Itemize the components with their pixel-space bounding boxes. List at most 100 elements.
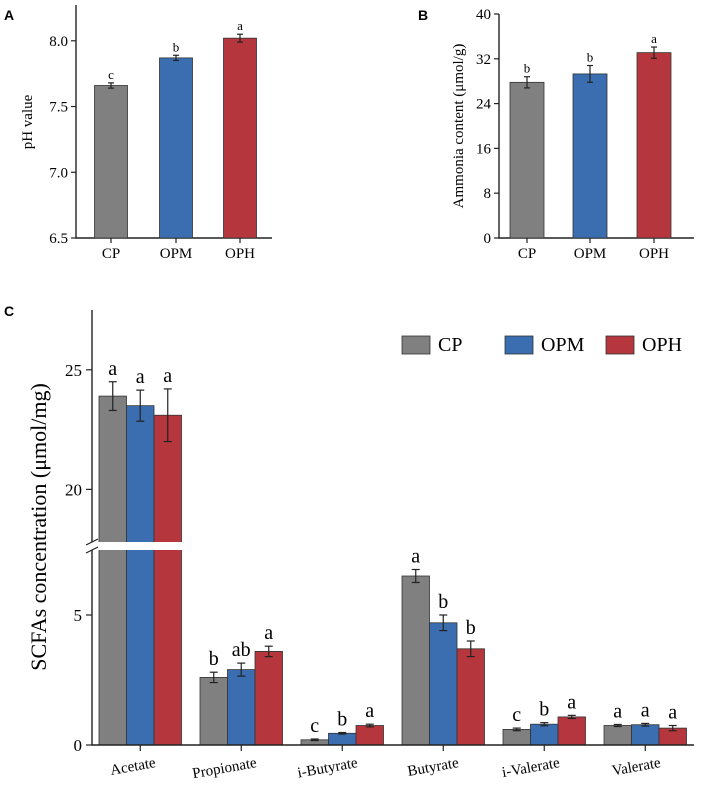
significance-letter: a [613, 700, 622, 722]
bar-cp-acetate [98, 395, 127, 746]
bar-oph-acetate [153, 414, 182, 746]
significance-letter: b [173, 39, 180, 54]
y-tick-label: 8.0 [49, 34, 68, 50]
bar-cp [509, 81, 545, 239]
legend-label-oph: OPH [642, 334, 682, 356]
significance-letter: a [641, 699, 650, 721]
panel-c-legend: CP OPM OPH [401, 334, 682, 356]
significance-letter: a [651, 31, 657, 46]
panel-b-y-ticks: 0 8 16 24 32 40 [476, 7, 499, 247]
panel-a-bars: c CP b OPM a OPH [94, 18, 257, 262]
legend-label-opm: OPM [541, 334, 585, 356]
significance-letter: b [587, 50, 594, 65]
panel-c-ylabel: SCFAs concentration (μmol/mg) [26, 383, 51, 671]
axis-break-mark [85, 546, 99, 554]
significance-letter: a [567, 691, 576, 713]
significance-letter: c [310, 715, 319, 737]
y-tick-label: 7.5 [49, 100, 68, 116]
panel-b-letter: B [418, 7, 428, 23]
y-tick-label: 0 [74, 736, 83, 755]
y-tick-label: 5 [74, 606, 83, 625]
significance-letter: a [411, 546, 420, 568]
significance-letter: b [337, 709, 347, 731]
significance-letter: ab [232, 639, 251, 661]
panel-a-letter: A [4, 7, 14, 23]
bar-oph-butyrate [456, 648, 485, 746]
bar-cp-i-valerate [502, 729, 531, 746]
significance-letter: b [466, 617, 476, 639]
panel-b-ylabel: Ammonia content (μmol/g) [451, 44, 467, 209]
bar-opm-acetate [126, 405, 155, 746]
legend-swatch-opm [504, 335, 534, 355]
bar-oph-i-valerate [557, 716, 586, 746]
bar-oph [636, 52, 672, 239]
legend-swatch-cp [401, 335, 431, 355]
bar-opm [572, 73, 608, 239]
bar-cp-propionate [199, 677, 228, 746]
y-tick-label: 8 [484, 186, 492, 202]
bar-opm-propionate [227, 669, 256, 746]
x-tick-label: Propionate [191, 755, 258, 782]
x-tick-label: Butyrate [406, 755, 460, 780]
bar-cp-valerate [603, 725, 632, 746]
bar-opm-i-butyrate [328, 732, 357, 746]
x-tick-label: Valerate [611, 755, 662, 779]
y-tick-label: 20 [65, 480, 82, 499]
significance-letter: a [365, 700, 374, 722]
bar-cp-butyrate [401, 575, 430, 746]
significance-letter: c [512, 704, 521, 726]
panel-b-bars: b CP b OPM a OPH [509, 31, 672, 262]
legend-swatch-oph [605, 335, 635, 355]
significance-letter: a [163, 365, 172, 387]
significance-letter: a [108, 358, 117, 380]
x-tick-label: OPM [160, 246, 193, 262]
x-tick-label: OPM [574, 246, 607, 262]
panel-a: A pH value 6.5 7.0 7.5 8.0 c CP b OPM a OPH [4, 5, 272, 262]
bar-oph-i-butyrate [355, 725, 384, 746]
significance-letter: a [264, 622, 273, 644]
panel-a-ylabel: pH value [20, 94, 36, 149]
x-tick-label: Acetate [109, 755, 157, 779]
bar-opm-i-valerate [530, 723, 559, 746]
significance-letter: b [209, 648, 219, 670]
axis-break-gap [94, 542, 694, 550]
y-tick-label: 32 [476, 52, 491, 68]
bar-opm-butyrate [429, 622, 458, 746]
significance-letter: a [136, 366, 145, 388]
bar-opm-valerate [631, 724, 660, 746]
panel-c-y-ticks: 0 5 20 25 [65, 361, 92, 755]
x-tick-label: OPH [225, 246, 255, 262]
x-tick-label: CP [102, 246, 120, 262]
y-tick-label: 6.5 [49, 231, 68, 247]
legend-label-cp: CP [438, 334, 462, 356]
significance-letter: c [108, 67, 114, 82]
x-tick-label: CP [518, 246, 536, 262]
significance-letter: b [539, 699, 549, 721]
significance-letter: b [524, 61, 531, 76]
significance-letter: a [237, 18, 243, 33]
y-tick-label: 40 [476, 7, 491, 23]
x-tick-label: i-Valerate [501, 755, 562, 781]
significance-letter: a [668, 702, 677, 724]
x-tick-label: OPH [639, 246, 669, 262]
y-tick-label: 24 [476, 97, 492, 113]
bar-cp [94, 85, 128, 239]
bar-oph-propionate [254, 651, 283, 746]
bar-opm [159, 57, 193, 239]
panel-c-letter: C [4, 303, 14, 319]
panel-a-y-ticks: 6.5 7.0 7.5 8.0 [49, 34, 76, 247]
significance-letter: b [438, 591, 448, 613]
y-tick-label: 0 [484, 231, 492, 247]
axis-break-mark [85, 538, 99, 546]
axis-line [91, 310, 694, 746]
panel-b: B Ammonia content (μmol/g) 0 8 16 24 32 40 b C… [418, 7, 694, 262]
x-tick-label: i-Butyrate [296, 755, 359, 781]
y-tick-label: 25 [65, 361, 82, 380]
y-tick-label: 7.0 [49, 165, 68, 181]
y-tick-label: 16 [476, 141, 492, 157]
bar-oph [223, 37, 257, 239]
